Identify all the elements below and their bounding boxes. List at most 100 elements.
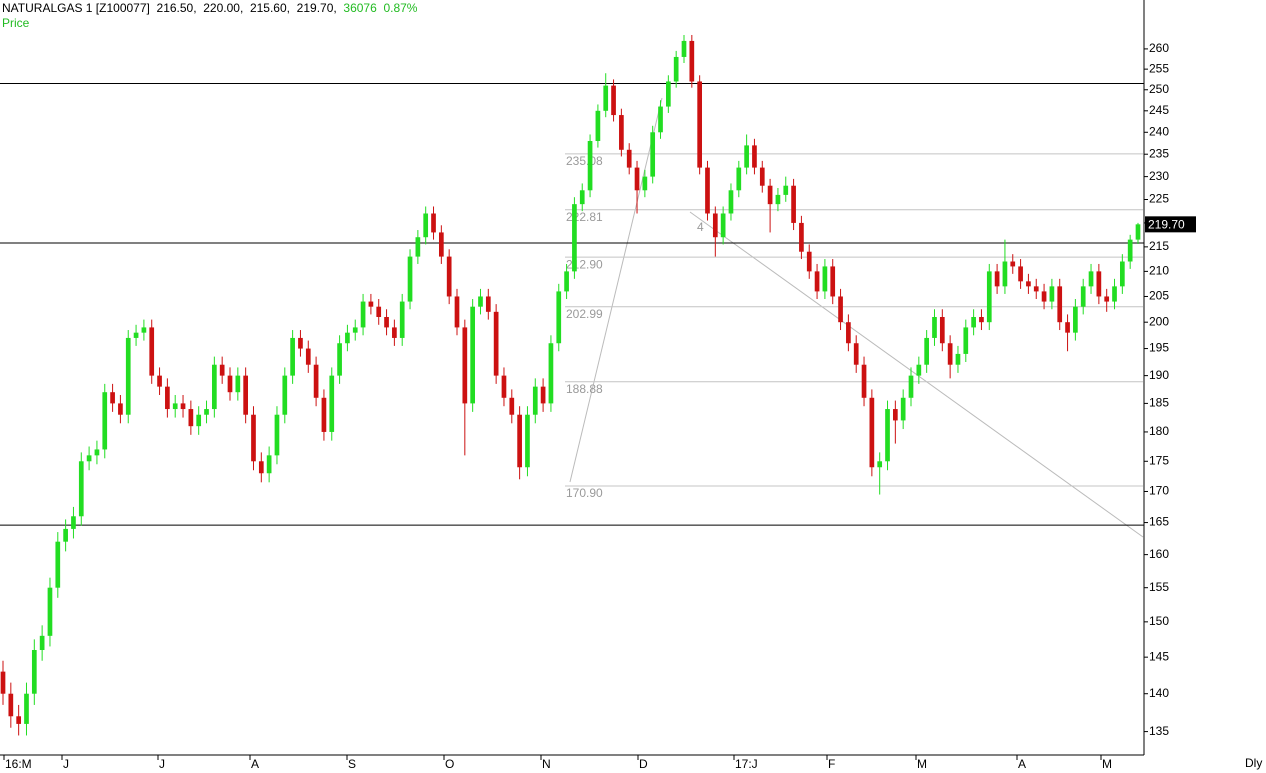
candle-body bbox=[924, 337, 930, 365]
candle-body bbox=[0, 671, 6, 694]
candle-body bbox=[31, 650, 37, 694]
y-tick-label: 180 bbox=[1149, 424, 1169, 438]
candle-body bbox=[861, 364, 867, 398]
candle-body bbox=[282, 375, 288, 415]
y-tick-label: 175 bbox=[1149, 453, 1169, 467]
open: 216.50, bbox=[156, 1, 197, 15]
candle-body bbox=[470, 306, 476, 404]
candle-body bbox=[415, 237, 421, 257]
candle-body bbox=[376, 306, 382, 317]
candle-body bbox=[384, 316, 389, 328]
candle-body bbox=[446, 256, 452, 297]
candle-body bbox=[971, 316, 976, 328]
candle-body bbox=[673, 56, 679, 82]
fib-label: 188.88 bbox=[566, 382, 603, 396]
candle-body bbox=[180, 403, 186, 410]
fib-label: 170.90 bbox=[566, 486, 603, 500]
candle-body bbox=[211, 364, 217, 410]
high: 220.00, bbox=[203, 1, 244, 15]
x-tick-label: O bbox=[445, 757, 454, 771]
candle-body bbox=[806, 251, 812, 272]
y-tick-label: 205 bbox=[1149, 289, 1169, 303]
candle-body bbox=[392, 327, 397, 338]
y-tick-label: 135 bbox=[1149, 724, 1169, 738]
fib-label: 212.90 bbox=[566, 257, 603, 271]
candle-body bbox=[532, 386, 538, 415]
candle-body bbox=[251, 414, 256, 462]
symbol: NATURALGAS 1 [Z100077] bbox=[2, 1, 150, 15]
y-tick-label: 150 bbox=[1149, 614, 1169, 628]
x-tick-label: M bbox=[917, 757, 927, 771]
y-tick-label: 215 bbox=[1149, 239, 1169, 253]
fib-label: 202.99 bbox=[566, 307, 603, 321]
y-tick-label: 160 bbox=[1149, 547, 1169, 561]
candle-body bbox=[266, 455, 272, 474]
candle-body bbox=[916, 364, 922, 376]
candle-body bbox=[939, 316, 945, 344]
candle-body bbox=[509, 397, 515, 415]
candle-body bbox=[485, 296, 491, 312]
candle-body bbox=[736, 167, 742, 191]
candle-body bbox=[587, 141, 593, 191]
candle-body bbox=[697, 81, 703, 168]
candle-body bbox=[86, 455, 92, 462]
candle-body bbox=[1088, 271, 1094, 287]
candle-body bbox=[71, 516, 76, 529]
candle-body bbox=[78, 461, 84, 517]
candle-body bbox=[1018, 266, 1023, 282]
candle-body bbox=[337, 343, 342, 376]
candle-body bbox=[900, 397, 906, 421]
candle-body bbox=[478, 296, 483, 307]
last-price-tag bbox=[1145, 216, 1196, 233]
candle-body bbox=[752, 145, 757, 168]
candle-body bbox=[603, 85, 609, 111]
candle-body bbox=[1127, 239, 1133, 262]
candle-body bbox=[783, 185, 789, 195]
y-tick-label: 210 bbox=[1149, 264, 1169, 278]
change: 0.87% bbox=[383, 1, 418, 15]
candle-body bbox=[157, 375, 162, 387]
x-tick-label: F bbox=[828, 757, 835, 771]
candle-body bbox=[595, 110, 601, 142]
candle-body bbox=[650, 132, 656, 177]
candle-body bbox=[329, 375, 335, 432]
candle-body bbox=[462, 327, 468, 404]
x-tick-label: J bbox=[159, 757, 165, 771]
candle-body bbox=[8, 693, 14, 717]
candle-body bbox=[681, 40, 687, 57]
candle-body bbox=[55, 541, 61, 588]
candle-body bbox=[63, 528, 68, 542]
candle-body bbox=[885, 409, 890, 462]
candle-body bbox=[352, 327, 358, 333]
candle-body bbox=[188, 409, 194, 427]
y-tick-label: 255 bbox=[1149, 61, 1169, 75]
candle-body bbox=[274, 414, 280, 456]
candle-body bbox=[814, 271, 820, 292]
candle-body bbox=[759, 167, 765, 186]
candle-body bbox=[368, 301, 374, 307]
y-tick-label: 195 bbox=[1149, 341, 1169, 355]
candle-body bbox=[689, 40, 695, 82]
candle-body bbox=[1002, 261, 1008, 287]
candle-body bbox=[47, 587, 53, 636]
candle-body bbox=[258, 461, 264, 474]
subtitle: Price bbox=[2, 16, 30, 30]
y-tick-label: 140 bbox=[1149, 686, 1169, 700]
x-tick-label: 17:J bbox=[735, 757, 758, 771]
candle-body bbox=[712, 213, 718, 238]
candle-body bbox=[955, 353, 961, 365]
candle-body bbox=[321, 397, 327, 432]
candle-body bbox=[125, 337, 131, 415]
candle-body bbox=[16, 716, 22, 724]
candle-body bbox=[204, 409, 209, 415]
candle-body bbox=[619, 115, 624, 150]
y-tick-label: 200 bbox=[1149, 314, 1169, 328]
candle-body bbox=[525, 414, 530, 468]
candle-body bbox=[665, 81, 671, 107]
candle-body bbox=[830, 266, 836, 297]
y-tick-label: 245 bbox=[1149, 103, 1169, 117]
x-tick-label: D bbox=[639, 757, 648, 771]
candle-body bbox=[979, 316, 984, 323]
candle-body bbox=[454, 296, 460, 328]
x-tick-label: A bbox=[1018, 757, 1026, 771]
